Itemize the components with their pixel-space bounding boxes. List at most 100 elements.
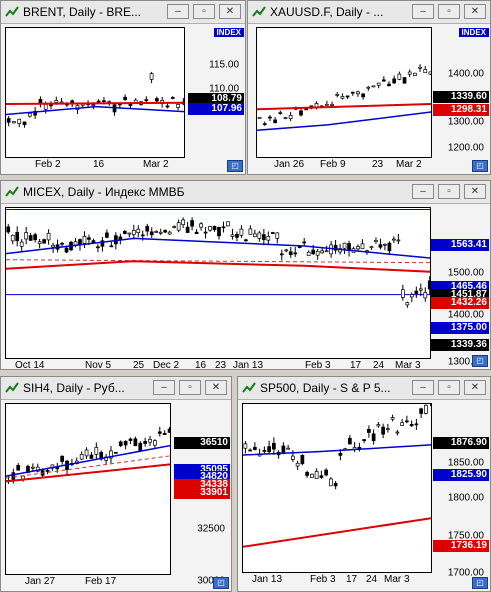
maximize-button[interactable]: ▫ (193, 4, 215, 19)
candle (261, 228, 266, 246)
window-titlebar[interactable]: MICEX, Daily - Индекс ММВБ – ▫ ✕ (1, 181, 490, 204)
candle (181, 217, 185, 229)
candle (253, 229, 257, 238)
close-button[interactable]: ✕ (464, 380, 486, 395)
micex-chart-window[interactable]: MICEX, Daily - Индекс ММВБ – ▫ ✕ 1500.00 1400… (0, 180, 491, 371)
x-axis-label: Jan 13 (233, 360, 264, 371)
chart-corner-button[interactable]: ◰ (472, 160, 488, 172)
chart-plot-area[interactable] (5, 403, 171, 575)
candle (172, 225, 177, 229)
sp500-chart-window[interactable]: SP500, Daily - S & P 5... – ▫ ✕ 1850.00 1800.… (237, 376, 491, 592)
candle (400, 419, 404, 426)
candle (305, 470, 309, 478)
candle (122, 230, 127, 235)
candle (387, 81, 391, 87)
chart-plot-area[interactable] (5, 27, 185, 158)
minimize-button[interactable]: – (412, 380, 434, 395)
candle (279, 249, 284, 261)
x-axis-label: Feb 9 (320, 159, 346, 170)
close-icon: ✕ (225, 6, 235, 17)
candle (407, 69, 412, 78)
x-axis-label: Dec 2 (153, 360, 180, 371)
candle (203, 227, 208, 239)
x-axis-label: 23 (215, 360, 227, 371)
x-axis-label: Mar 3 (395, 360, 421, 371)
candle (414, 418, 419, 430)
candle (65, 460, 69, 475)
candle (24, 226, 29, 245)
minimize-button[interactable]: – (153, 380, 175, 395)
chart-canvas (6, 209, 430, 308)
candle (424, 404, 428, 415)
candle (123, 440, 128, 450)
minimize-button[interactable]: – (167, 4, 189, 19)
candle (387, 241, 392, 255)
candle (128, 437, 133, 445)
candle (361, 92, 365, 100)
candle (165, 102, 170, 109)
chart-corner-button[interactable]: ◰ (472, 577, 488, 589)
x-axis-label: Jan 13 (252, 574, 283, 585)
window-title: SIH4, Daily - Руб... (23, 381, 125, 395)
candle (60, 455, 64, 465)
maximize-icon: ▫ (202, 6, 206, 17)
candle (154, 230, 159, 233)
x-axis-label: 16 (93, 159, 105, 170)
x-axis-label: 17 (350, 360, 362, 371)
candle (427, 276, 430, 295)
xauusd-chart-window[interactable]: XAUUSD.F, Daily - ... – ▫ ✕ INDEX 1400.00 1300… (247, 0, 491, 175)
minimize-button[interactable]: – (412, 4, 434, 19)
candle (395, 429, 400, 436)
close-icon: ✕ (211, 382, 221, 393)
candle (96, 244, 100, 253)
chart-corner-button[interactable]: ◰ (227, 160, 243, 172)
candle (356, 90, 360, 97)
candle (167, 426, 170, 433)
chart-plot-area[interactable] (5, 207, 431, 359)
candle (248, 225, 253, 235)
candle (366, 85, 371, 91)
candle (272, 437, 276, 455)
candle (423, 287, 428, 302)
candle (170, 96, 175, 100)
candle (345, 95, 350, 99)
candle (401, 284, 405, 301)
candle (275, 232, 280, 244)
chart-plot-area[interactable] (242, 403, 432, 573)
window-titlebar[interactable]: BRENT, Daily - BRE... – ▫ ✕ (1, 1, 245, 24)
window-titlebar[interactable]: SIH4, Daily - Руб... – ▫ ✕ (1, 377, 231, 400)
chart-corner-button[interactable]: ◰ (472, 355, 488, 367)
chart-corner-button[interactable]: ◰ (213, 577, 229, 589)
chart-plot-area[interactable] (256, 27, 432, 158)
sih4-chart-window[interactable]: SIH4, Daily - Руб... – ▫ ✕ 32500 30000 36510 35… (0, 376, 232, 592)
candle (55, 239, 60, 253)
index-badge: INDEX (213, 28, 244, 37)
candle (396, 234, 401, 245)
candle (194, 229, 199, 234)
close-button[interactable]: ✕ (464, 4, 486, 19)
maximize-button[interactable]: ▫ (438, 184, 460, 199)
maximize-button[interactable]: ▫ (438, 4, 460, 19)
candle (414, 286, 419, 299)
x-axis-label: Feb 3 (310, 574, 336, 585)
candle (31, 463, 35, 472)
candle (176, 103, 180, 111)
close-button[interactable]: ✕ (205, 380, 227, 395)
candle (392, 236, 396, 243)
window-titlebar[interactable]: SP500, Daily - S & P 5... – ▫ ✕ (238, 377, 490, 400)
close-button[interactable]: ✕ (219, 4, 241, 19)
candle (257, 448, 262, 457)
candle (409, 420, 414, 427)
candle (149, 71, 154, 84)
maximize-button[interactable]: ▫ (179, 380, 201, 395)
ma-red-line (6, 463, 170, 483)
minimize-button[interactable]: – (412, 184, 434, 199)
candle (310, 473, 314, 478)
window-titlebar[interactable]: XAUUSD.F, Daily - ... – ▫ ✕ (248, 1, 490, 24)
maximize-button[interactable]: ▫ (438, 380, 460, 395)
candle (340, 93, 345, 100)
brent-chart-window[interactable]: BRENT, Daily - BRE... – ▫ ✕ INDEX 115.00 110.0… (0, 0, 246, 175)
candle (248, 448, 252, 452)
chart-canvas (6, 426, 170, 485)
close-button[interactable]: ✕ (464, 184, 486, 199)
